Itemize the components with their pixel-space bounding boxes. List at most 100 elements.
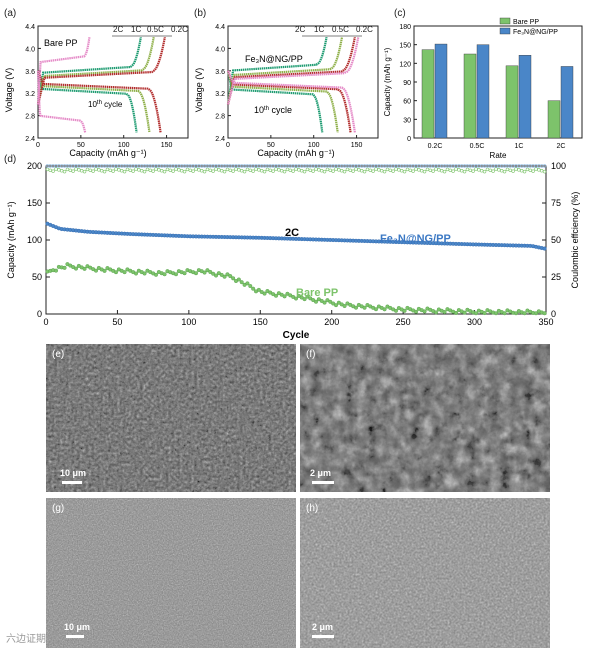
bar-2C-Fe₃N@NG/PP <box>560 66 574 139</box>
point-ce-bare <box>140 169 144 173</box>
point-bare <box>122 270 127 275</box>
point-bare <box>133 271 138 276</box>
point-ce-bare <box>191 169 195 173</box>
point-ce-bare <box>268 168 272 172</box>
bar-2C-Bare PP <box>547 100 561 139</box>
panel-d-plot: 0 50 100 150 200 250 300 3500501001502000255075… <box>6 161 580 341</box>
panel-d-bare-label: Bare PP <box>296 287 338 299</box>
point-bare <box>208 269 213 274</box>
point-bare <box>73 266 78 271</box>
point-ce-bare <box>342 169 347 174</box>
point-ce-bare <box>157 168 161 172</box>
point-ce-bare <box>48 168 52 172</box>
x-axis-label: Cycle <box>283 330 310 341</box>
y-tick-label: 3.2 <box>215 91 225 98</box>
point-ce-bare <box>460 169 464 173</box>
y-tick-label: 3.2 <box>25 91 35 98</box>
point-bare <box>213 273 218 278</box>
point-ce-bare <box>100 169 104 173</box>
sem-g-scale: 10 μm <box>64 622 91 632</box>
bar-0.5C-Bare PP <box>463 53 477 139</box>
x-tick-label: 150 <box>161 142 173 149</box>
point-ce-bare <box>420 169 424 173</box>
point-ce-bare <box>465 167 470 172</box>
point-ce-bare <box>305 167 310 172</box>
panel-a-plot: 2.4 2.8 3.2 3.6 4.0 4.4 0 50 100 150 <box>25 24 189 149</box>
y-tick-label: 3.6 <box>25 69 35 76</box>
panel-c-chart: (c) 0 30 60 90 120 150 180 0.2C 0.5C 1C 2C Rate Capa… <box>383 8 583 160</box>
point-ce-bare <box>182 169 187 174</box>
point-ce-bare <box>422 169 427 174</box>
bar-0.5C-Fe₃N@NG/PP <box>476 44 490 139</box>
point-bare <box>93 268 98 273</box>
point-ce-bare <box>88 168 92 172</box>
sem-image-g: (g) 10 μm <box>46 498 296 648</box>
point-ce-bare <box>488 168 492 172</box>
point-ce-bare <box>417 168 421 172</box>
point-ce-bare <box>194 167 198 171</box>
point-ce-bare <box>54 167 58 171</box>
point-bare <box>193 271 198 276</box>
point-ce-bare <box>214 167 218 171</box>
point-ce-bare <box>531 169 535 173</box>
point-ce-bare <box>142 169 147 174</box>
point-ce-bare <box>517 168 521 172</box>
point-ce-bare <box>94 167 98 171</box>
sem-h-label: (h) <box>306 503 319 514</box>
panel-b-rate-2c: 2C <box>295 25 305 34</box>
sem-texture-h <box>300 498 550 648</box>
panel-b-plot: 2.4 2.8 3.2 3.6 4.0 4.4 0 50 100 150 <box>215 24 379 149</box>
y-axis-label: Capacity (mAh g⁻¹) <box>6 201 16 278</box>
point-ce-bare <box>374 167 378 171</box>
panel-a-label: (a) <box>4 8 16 19</box>
point-bare <box>245 281 250 286</box>
point-ce-bare <box>217 168 221 172</box>
point-ce-bare <box>365 167 370 172</box>
y2-axis-label: Coulombic effciency (%) <box>570 192 580 289</box>
point-bare <box>382 307 387 312</box>
panel-b-rate-05c: 0.5C <box>332 25 349 34</box>
point-bare <box>422 309 427 314</box>
point-ce-bare <box>160 169 164 173</box>
point-ce-bare <box>280 169 284 173</box>
point-ce-bare <box>537 168 541 172</box>
point-ce-bare <box>71 169 75 173</box>
point-ce-bare <box>502 169 507 174</box>
sem-image-h: (h) 2 μm <box>300 498 550 648</box>
x-tick-label: 200 <box>324 317 339 327</box>
point-ce-bare <box>208 168 212 172</box>
point-ce-bare <box>120 169 124 173</box>
y2-tick-label: 75 <box>551 198 561 208</box>
point-ce-bare <box>245 167 250 172</box>
series-2C-discharge <box>36 70 138 133</box>
point-ce-bare <box>108 168 112 172</box>
point-ce-bare <box>425 167 430 172</box>
point-ce-bare <box>274 167 278 171</box>
y2-tick-label: 25 <box>551 272 561 282</box>
point-ce-bare <box>45 167 50 172</box>
y-tick-label: 90 <box>403 80 411 87</box>
panel-a-ylabel: Voltage (V) <box>4 68 14 113</box>
point-ce-bare <box>271 169 275 173</box>
series-0.5C-discharge <box>36 70 162 133</box>
y-tick-label: 150 <box>27 198 42 208</box>
point-ce-bare <box>177 168 181 172</box>
sem-f-label: (f) <box>306 349 316 360</box>
point-bare <box>228 274 233 279</box>
point-bare <box>274 293 279 298</box>
point-ce-bare <box>117 168 121 172</box>
point-ce-bare <box>114 167 118 171</box>
y2-tick-label: 0 <box>551 309 556 319</box>
point-bare <box>211 271 216 276</box>
point-ce-bare <box>511 169 515 173</box>
point-ce-bare <box>325 167 330 172</box>
point-ce-bare <box>534 167 538 171</box>
point-bare <box>402 308 407 313</box>
x-tick-label: 50 <box>77 142 85 149</box>
legend-label: Fe₃N@NG/PP <box>513 29 558 36</box>
point-bare <box>294 296 299 301</box>
bar-0.2C-Fe₃N@NG/PP <box>434 43 448 139</box>
point-ce-bare <box>454 167 458 171</box>
sem-g-label: (g) <box>52 503 65 514</box>
point-ce-bare <box>234 167 238 171</box>
